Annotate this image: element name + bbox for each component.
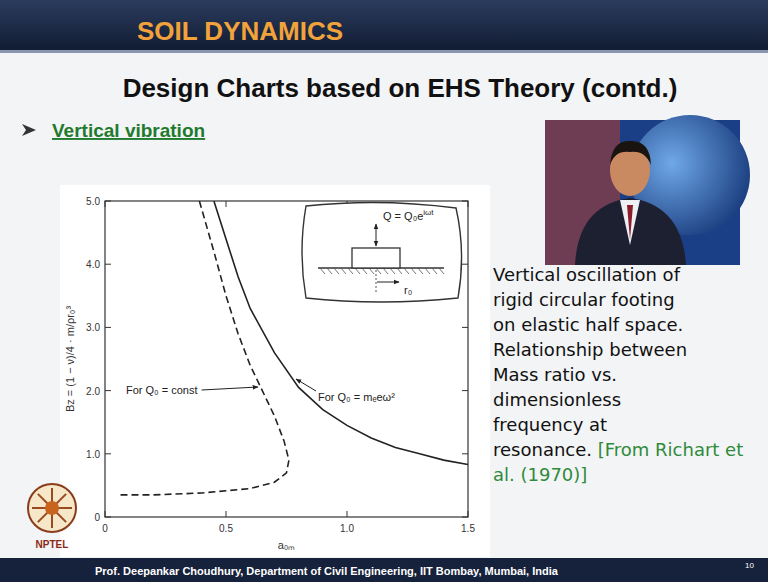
x-tick-top xyxy=(226,201,227,207)
header-rule xyxy=(0,50,768,53)
description-line: rigid circular footing xyxy=(493,289,675,310)
description-line-box: rigid circular footing xyxy=(493,287,755,312)
x-tick-label: 0 xyxy=(102,523,108,534)
x-tick xyxy=(347,511,348,517)
y-tick xyxy=(105,453,111,454)
y-tick xyxy=(105,390,111,391)
series-label: For Q₀ = mₑeω² xyxy=(318,391,395,403)
description-line: dimensionless xyxy=(493,389,621,410)
description-line: Mass ratio vs. xyxy=(493,364,617,385)
x-axis-title: a₀ₘ xyxy=(278,539,296,551)
y-tick-label: 1.0 xyxy=(86,449,100,460)
y-tick-right xyxy=(462,327,468,328)
bullet: Vertical vibration xyxy=(52,120,205,141)
x-tick-label: 1.5 xyxy=(461,523,475,534)
chart: 0 0.5 1.0 1.5 0 1.0 2.0 3.0 4.0 5.0 a₀ₘ Bz = (1 − ν… xyxy=(64,196,475,551)
description-line: frequency at xyxy=(493,414,607,435)
footer-band xyxy=(0,558,768,582)
description-line-box: on elastic half space. xyxy=(493,312,755,337)
inset-radius-label: r₀ xyxy=(404,284,412,296)
inset-force-label: Q = Q₀eiωt xyxy=(383,208,434,222)
x-tick xyxy=(105,511,106,517)
description-line-box: frequency at xyxy=(493,412,755,437)
y-tick-label: 4.0 xyxy=(86,259,100,270)
logo-text: NPTEL xyxy=(36,539,69,550)
description-line-box: Mass ratio vs. xyxy=(493,362,755,387)
leader xyxy=(296,379,316,391)
y-tick xyxy=(105,517,111,518)
force-base: Q = Q₀e xyxy=(383,210,423,222)
header-band xyxy=(0,0,768,50)
plot-frame xyxy=(105,201,468,517)
page-number: 10 xyxy=(745,561,754,570)
x-tick-top xyxy=(105,201,106,207)
x-tick-label: 1.0 xyxy=(340,523,354,534)
header: SOIL DYNAMICS xyxy=(137,16,343,46)
y-tick-right xyxy=(462,201,468,202)
x-tick-label: 0.5 xyxy=(219,523,233,534)
description-line-box: Relationship between xyxy=(493,337,755,362)
y-tick-right xyxy=(462,453,468,454)
y-tick-right xyxy=(462,390,468,391)
description-line-box: resonance. [From Richart et al. (1970)] xyxy=(493,437,755,487)
presenter-video xyxy=(545,115,750,265)
y-tick-label: 0 xyxy=(94,512,100,523)
x-tick xyxy=(468,511,469,517)
y-tick-label: 5.0 xyxy=(86,196,100,207)
y-axis-title: Bz = (1 − ν)/4 · m/ρr₀³ xyxy=(64,306,76,413)
footer: Prof. Deepankar Choudhury, Department of… xyxy=(95,565,559,577)
description-line: Vertical oscillation of xyxy=(493,264,680,285)
title: Design Charts based on EHS Theory (contd… xyxy=(123,73,678,103)
x-tick-top xyxy=(468,201,469,207)
x-tick xyxy=(226,511,227,517)
series-label: For Q₀ = const xyxy=(126,384,198,396)
y-tick xyxy=(105,201,111,202)
chart-ground xyxy=(60,185,490,557)
bullet-arrow xyxy=(22,124,36,136)
y-tick-right xyxy=(462,264,468,265)
force-exponent: iωt xyxy=(423,208,434,217)
y-tick-label: 2.0 xyxy=(86,386,100,397)
description: Vertical oscillation of rigid circular fo… xyxy=(493,262,755,487)
slide: SOIL DYNAMICS Design Charts based on EHS … xyxy=(0,0,768,582)
leader xyxy=(202,387,258,390)
inset: Q = Q₀eiωt r₀ xyxy=(302,202,462,302)
y-tick-right xyxy=(462,517,468,518)
description-line-box: Vertical oscillation of xyxy=(493,262,755,287)
curve xyxy=(214,201,468,465)
logo xyxy=(28,484,76,532)
description-line-box: dimensionless xyxy=(493,387,755,412)
y-tick xyxy=(105,327,111,328)
y-tick xyxy=(105,264,111,265)
description-line: resonance. xyxy=(493,439,592,460)
curves xyxy=(117,201,468,495)
description-line: on elastic half space. xyxy=(493,314,683,335)
description-line: Relationship between xyxy=(493,339,687,360)
y-tick-label: 3.0 xyxy=(86,322,100,333)
curve xyxy=(117,201,289,495)
